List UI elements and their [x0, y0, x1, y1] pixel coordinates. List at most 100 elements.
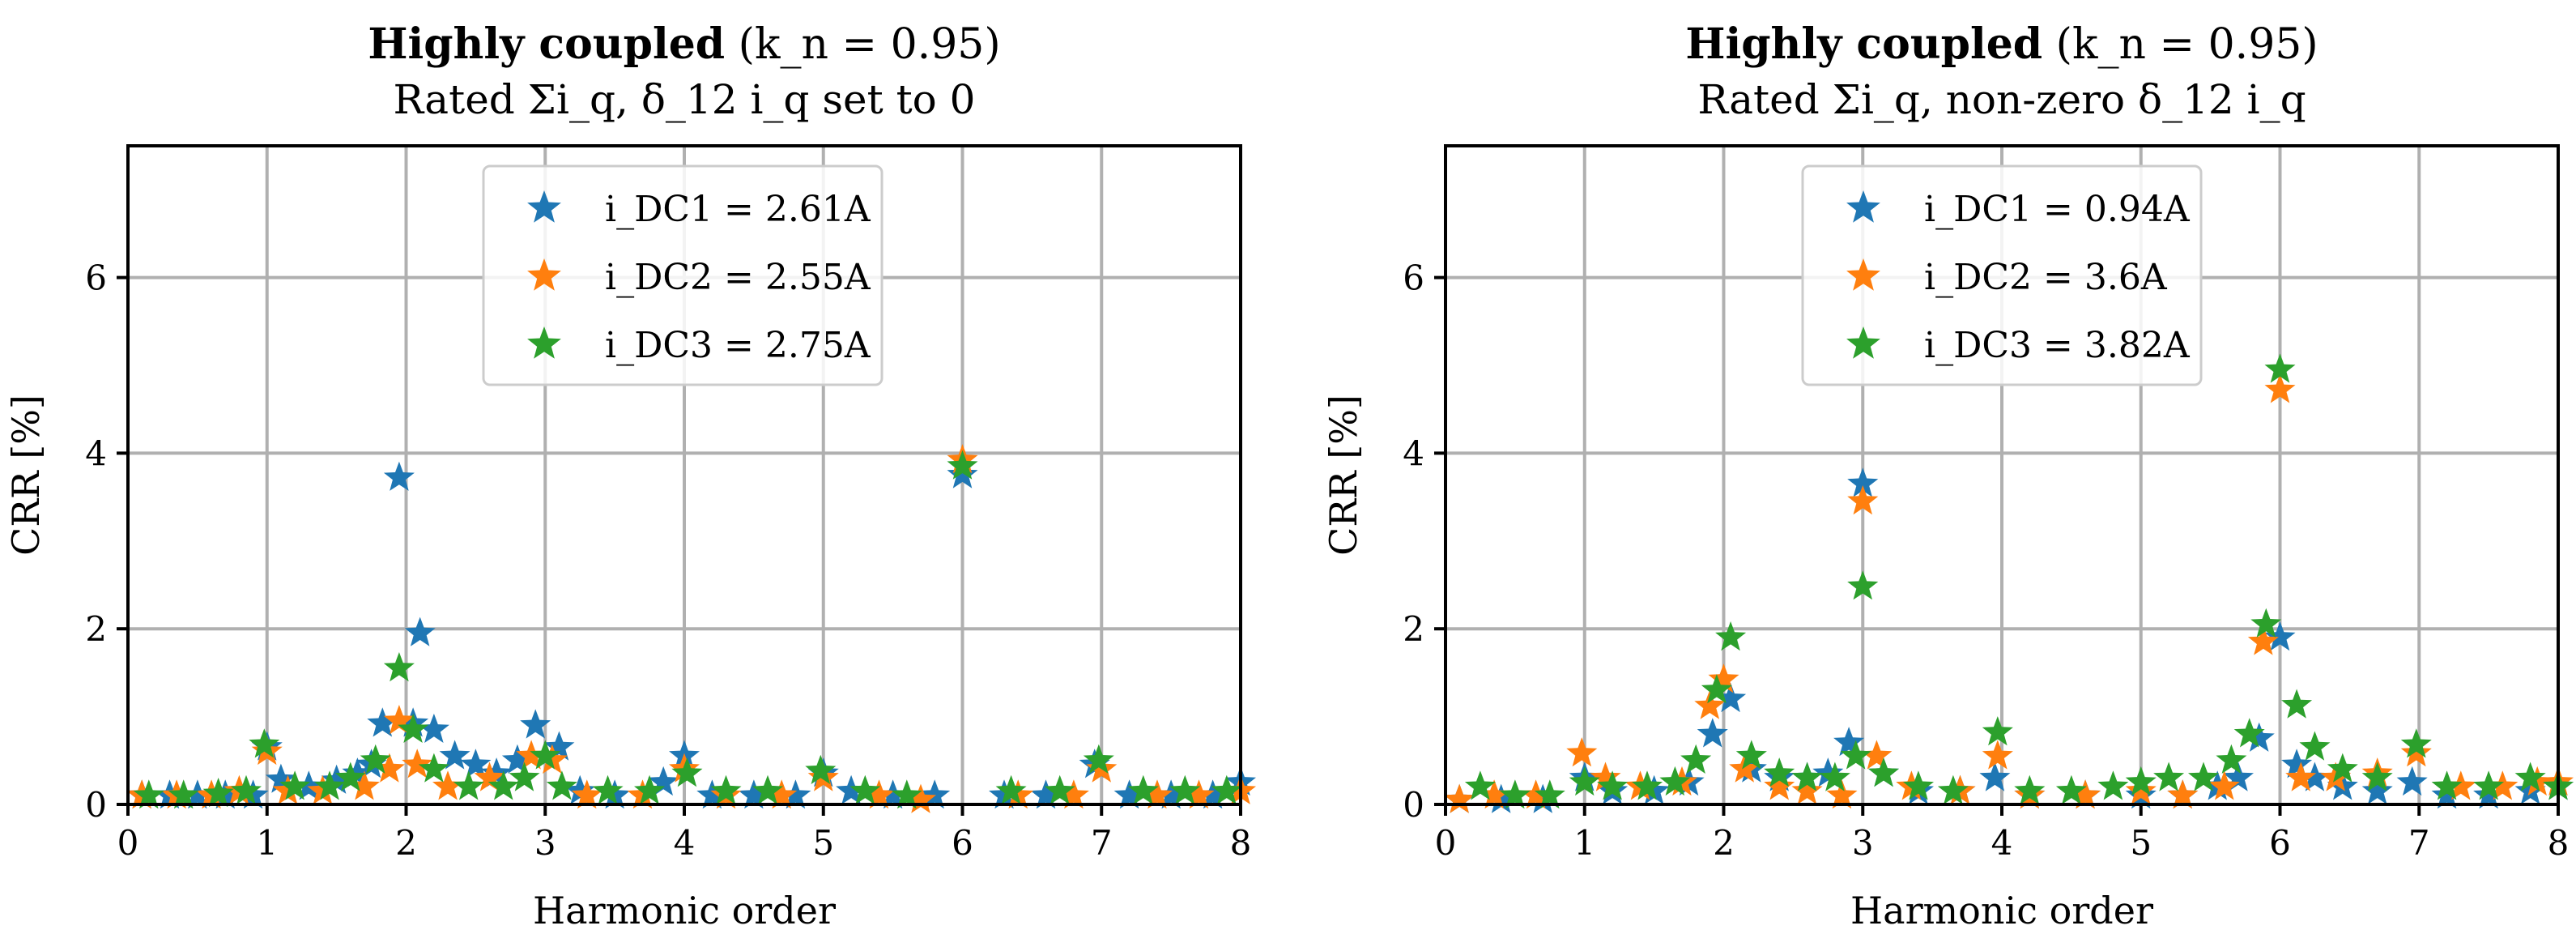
- data-point-s3-13: [488, 770, 519, 800]
- x-tick-label: 1: [1573, 823, 1595, 863]
- data-point-s2-0: [1444, 783, 1475, 813]
- data-point-s1-7: [1697, 718, 1728, 748]
- data-point-s2-8: [373, 753, 405, 783]
- data-point-s3-33: [2361, 761, 2393, 791]
- data-point-s1-4: [237, 779, 269, 809]
- data-point-s3-14: [1840, 740, 1871, 770]
- data-point-s1-18: [481, 757, 513, 787]
- data-point-s2-9: [383, 705, 415, 735]
- legend-marker-1: [1846, 190, 1880, 223]
- data-point-s2-11: [432, 770, 463, 800]
- data-point-s1-2: [181, 779, 213, 809]
- data-point-s2-13: [516, 740, 547, 770]
- data-point-s3-11: [418, 753, 449, 783]
- chart-title: Highly coupled (k_n = 0.95): [1685, 19, 2318, 69]
- data-point-s3-8: [360, 744, 391, 774]
- data-point-s3-10: [1735, 740, 1767, 770]
- data-point-s1-11: [367, 707, 398, 737]
- data-point-s1-28: [780, 779, 811, 809]
- data-point-s3-22: [805, 754, 837, 784]
- data-point-s3-29: [2264, 353, 2296, 383]
- data-point-s3-31: [2299, 731, 2331, 761]
- data-point-s2-12: [474, 761, 505, 791]
- data-point-s1-27: [2281, 749, 2313, 779]
- data-point-s1-27: [738, 779, 769, 809]
- data-point-s3-0: [1464, 770, 1496, 800]
- data-point-s2-14: [1861, 740, 1893, 770]
- x-tick-label: 0: [117, 823, 139, 863]
- data-point-s2-4: [1590, 761, 1621, 791]
- data-point-s3-5: [1632, 770, 1663, 800]
- y-tick-label: 0: [85, 785, 107, 825]
- y-tick-label: 4: [1403, 433, 1424, 473]
- x-tick-label: 1: [256, 823, 278, 863]
- data-point-s3-9: [383, 652, 415, 682]
- data-point-s3-34: [2400, 728, 2432, 758]
- data-point-s1-31: [877, 779, 909, 809]
- chart-title-bold: Highly coupled: [368, 19, 725, 69]
- x-tick-label: 7: [2408, 823, 2430, 863]
- y-tick-label: 2: [85, 609, 107, 649]
- legend-marker-2: [1846, 258, 1880, 291]
- legend-marker-2: [527, 258, 561, 291]
- x-tick-label: 0: [1435, 823, 1457, 863]
- legend-entry-2: i_DC2 = 2.55A: [605, 257, 871, 298]
- data-point-s3-26: [2216, 744, 2247, 774]
- y-tick-label: 2: [1403, 609, 1424, 649]
- data-point-s2-17: [1982, 740, 2013, 770]
- data-point-s3-10: [398, 713, 429, 743]
- data-point-s3-27: [2233, 718, 2265, 748]
- data-point-s1-25: [2243, 722, 2275, 752]
- data-point-s1-8: [1715, 682, 1747, 713]
- data-point-s2-5: [272, 774, 304, 804]
- data-point-s1-14: [1847, 467, 1879, 497]
- data-point-s1-12: [1812, 757, 1844, 787]
- data-point-s1-31: [2396, 766, 2428, 796]
- data-point-s2-28: [1183, 779, 1215, 809]
- x-tick-label: 8: [2548, 823, 2570, 863]
- x-tick-label: 8: [1230, 823, 1252, 863]
- data-point-s2-20: [2125, 774, 2157, 804]
- data-point-s1-23: [599, 779, 631, 809]
- y-axis-label: CRR [%]: [1322, 395, 1365, 556]
- data-point-s3-0: [133, 779, 164, 809]
- data-point-s1-39: [1197, 779, 1228, 809]
- data-point-s3-23: [849, 774, 881, 804]
- data-point-s3-15: [1847, 570, 1879, 600]
- legend-box: [482, 164, 884, 386]
- data-point-s3-7: [1680, 744, 1712, 774]
- data-point-s3-18: [634, 774, 666, 804]
- data-point-s1-35: [1030, 779, 1062, 809]
- data-point-s1-22: [564, 774, 596, 804]
- data-point-s2-30: [2487, 770, 2519, 800]
- data-point-s3-23: [2125, 766, 2157, 796]
- data-point-s3-20: [710, 774, 742, 804]
- data-point-s3-19: [1982, 716, 2013, 746]
- data-point-s3-27: [1044, 774, 1075, 804]
- x-tick-label: 2: [1713, 823, 1735, 863]
- data-point-s1-26: [696, 779, 728, 809]
- data-point-s1-34: [989, 779, 1020, 809]
- data-point-s2-10: [1764, 770, 1795, 800]
- data-point-s2-11: [1791, 774, 1823, 804]
- data-point-s1-21: [543, 731, 575, 761]
- data-point-s2-9: [1729, 753, 1761, 783]
- data-point-s1-33: [2473, 779, 2505, 809]
- data-point-s2-19: [2070, 779, 2101, 809]
- data-point-s1-30: [2361, 774, 2393, 804]
- data-point-s2-16: [627, 779, 658, 809]
- data-point-s3-30: [2281, 689, 2313, 719]
- legend-entry-1: i_DC1 = 0.94A: [1924, 189, 2191, 230]
- x-axis-label: Harmonic order: [1850, 889, 2153, 932]
- data-point-s3-31: [1211, 774, 1242, 804]
- data-point-s2-28: [2400, 737, 2432, 767]
- data-point-s1-2: [1527, 783, 1559, 813]
- data-point-s3-3: [231, 774, 262, 804]
- data-point-s1-12: [383, 461, 415, 491]
- data-point-s2-14: [536, 744, 568, 774]
- data-point-s1-33: [947, 459, 978, 488]
- data-point-s3-2: [202, 778, 234, 808]
- data-point-s2-19: [766, 779, 798, 809]
- data-point-s3-1: [168, 779, 199, 809]
- legend-marker-3: [527, 326, 561, 359]
